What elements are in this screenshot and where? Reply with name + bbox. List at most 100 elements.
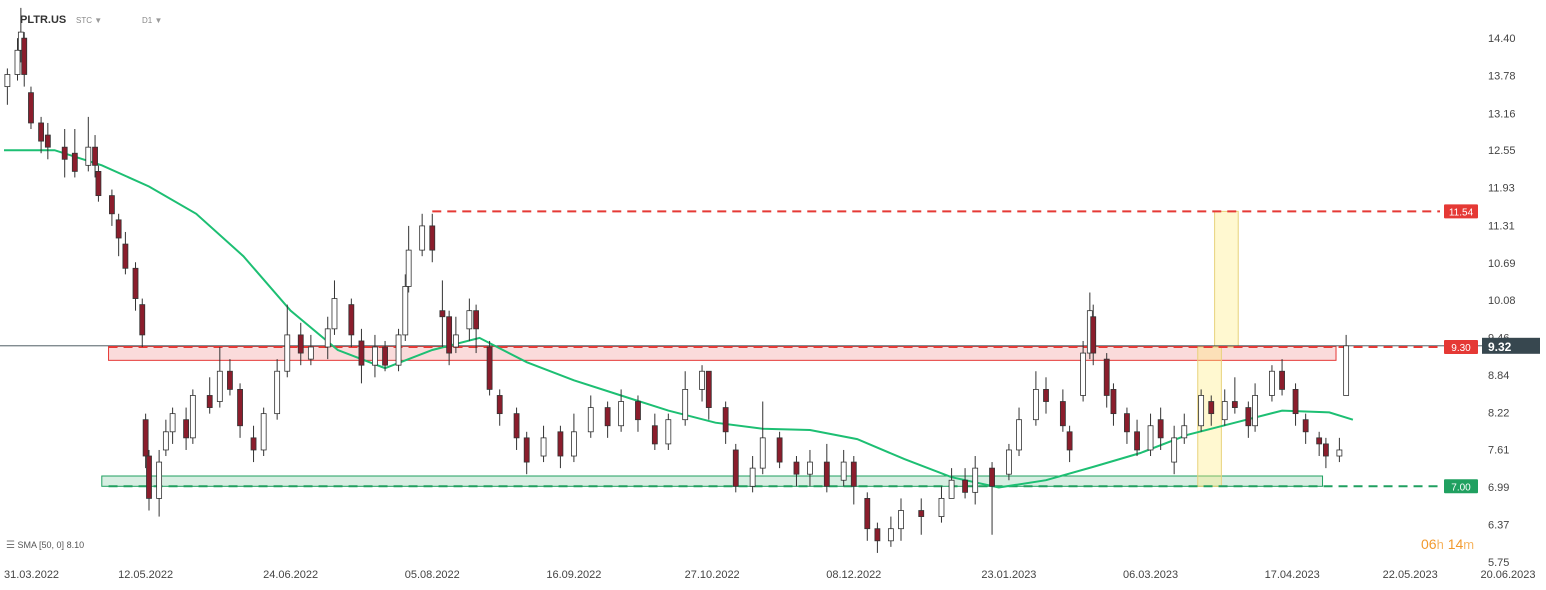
timer-hours-unit: h [1436, 537, 1444, 552]
candle-down [1134, 419, 1140, 457]
candle-up [749, 456, 756, 493]
support-zone [101, 475, 1324, 487]
candle-body [1006, 449, 1012, 475]
candle-down [1231, 377, 1238, 414]
levels-layer [0, 210, 1482, 488]
interval-label: D1 [142, 16, 153, 25]
candle-up [1269, 365, 1275, 402]
candle-down [115, 213, 122, 257]
candle-body [439, 310, 446, 318]
y-tick-label: 6.99 [1488, 482, 1509, 494]
timer-minutes: 14 [1447, 536, 1464, 552]
x-tick-label: 24.06.2022 [263, 569, 318, 581]
y-tick-label: 13.78 [1488, 71, 1516, 83]
timer-minutes-unit: m [1463, 537, 1475, 552]
list-icon: ☰ [6, 540, 15, 551]
y-tick-label: 11.93 [1488, 183, 1515, 195]
candle-body [71, 152, 78, 172]
candle-body [749, 467, 756, 487]
candle-body [28, 92, 34, 124]
indicator-name: SMA [17, 540, 37, 550]
candle-body [1323, 443, 1329, 457]
candle-body [1157, 419, 1164, 439]
candle-body [109, 195, 115, 215]
candle-down [850, 456, 857, 505]
indicator-legend[interactable]: ☰ SMA [50, 0] 8.10 [6, 540, 84, 551]
candle-down [28, 86, 34, 130]
candle-down [604, 401, 611, 438]
candle-up [156, 449, 163, 517]
candle-down [1103, 353, 1110, 408]
candle-body [948, 479, 955, 499]
x-axis: 31.03.2022 12.05.2022 24.06.2022 05.08.2022… [4, 569, 1536, 581]
candle-body [372, 346, 378, 366]
candle-countdown: 06h 14m [1421, 536, 1474, 552]
candle-body [21, 37, 28, 75]
candle-up [887, 516, 894, 547]
candle-body [44, 134, 51, 148]
instrument-type-selector[interactable]: STC ▼ [76, 16, 102, 25]
candle-down [61, 129, 68, 178]
x-tick-label: 12.05.2022 [118, 569, 173, 581]
candle-body [139, 304, 146, 336]
candle-body [405, 249, 412, 287]
candle-body [1336, 449, 1343, 457]
candle-up [169, 407, 176, 444]
candle-body [486, 346, 493, 390]
y-tick-label: 7.61 [1488, 444, 1509, 456]
candle-up [807, 449, 813, 487]
candle-up [1336, 437, 1343, 463]
candle-up [665, 413, 672, 450]
candle-body [850, 461, 857, 487]
candle-body [1171, 437, 1178, 463]
candle-body [382, 346, 388, 366]
candle-body [557, 431, 564, 457]
candle-body [571, 431, 577, 457]
x-tick-label: 08.12.2022 [826, 569, 881, 581]
candle-body [540, 437, 547, 457]
candle-up [759, 401, 766, 475]
candle-body [682, 389, 689, 421]
instrument-type-label: STC [76, 16, 92, 25]
y-axis: 14.40 13.78 13.16 12.55 11.93 11.31 10.69 10.08… [1488, 33, 1516, 569]
candle-down [92, 135, 98, 178]
symbol-label[interactable]: PLTR.US [20, 14, 67, 26]
interval-selector[interactable]: D1 ▼ [142, 16, 162, 25]
candle-body [297, 334, 304, 354]
candle-down [142, 413, 149, 469]
candle-down [722, 401, 729, 444]
candle-body [807, 461, 813, 475]
candle-up [682, 371, 689, 426]
candle-down [132, 262, 139, 311]
candle-body [1066, 431, 1073, 451]
candle-body [358, 340, 365, 366]
candle-down [206, 377, 213, 414]
candles-layer [4, 7, 1350, 553]
candle-body [635, 401, 641, 421]
candle-up [85, 116, 92, 172]
candle-body [284, 334, 291, 372]
candle-up [1221, 389, 1228, 426]
candle-up [307, 334, 314, 366]
candle-body [95, 170, 102, 197]
candle-body [972, 467, 979, 493]
candle-body [587, 407, 594, 433]
candle-body [1032, 389, 1039, 421]
candle-down [1245, 401, 1252, 438]
candle-down [38, 116, 44, 154]
candle-down [139, 298, 146, 348]
candle-body [864, 498, 871, 530]
candle-up [898, 498, 904, 541]
candle-body [732, 449, 739, 487]
candle-body [1343, 345, 1350, 396]
level-tag-bg [1444, 479, 1478, 494]
candle-body [705, 370, 712, 408]
level-tag-bg [1444, 340, 1478, 355]
candle-up [324, 316, 331, 360]
candle-down [1157, 407, 1164, 450]
candle-body [1181, 425, 1188, 439]
candle-up [1171, 425, 1178, 475]
candle-up [14, 38, 21, 81]
candle-up [571, 413, 577, 463]
